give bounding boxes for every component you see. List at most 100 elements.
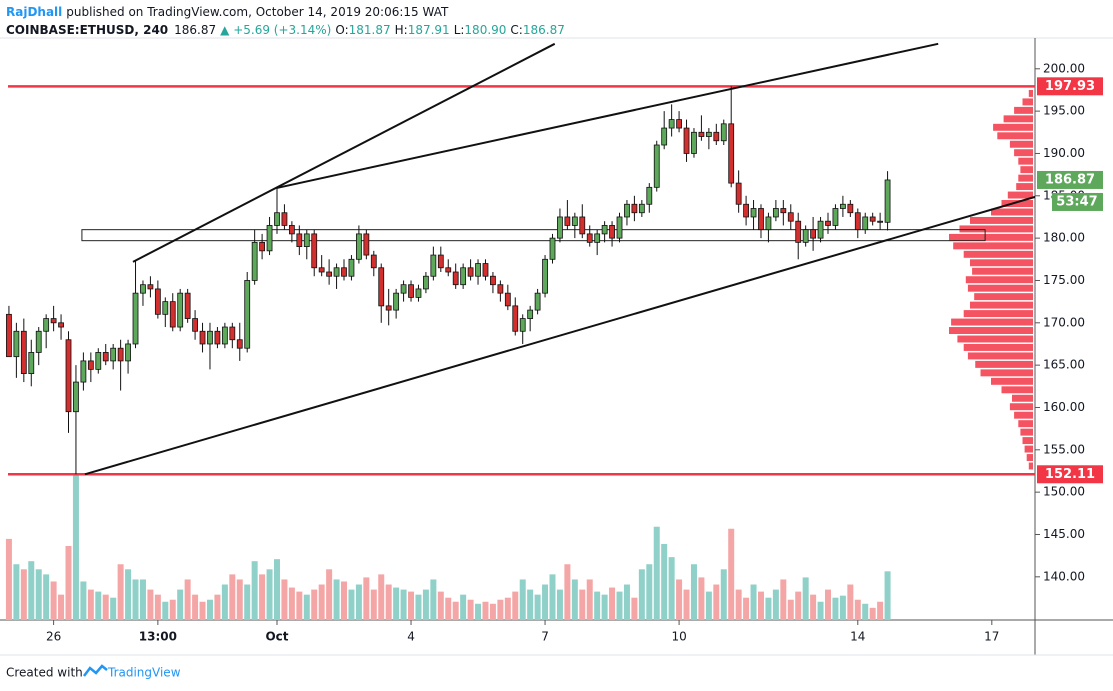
volume-bar bbox=[601, 594, 608, 620]
candle-body bbox=[326, 271, 333, 277]
candle-body bbox=[341, 267, 347, 277]
volume-bar bbox=[594, 591, 601, 620]
volume-bar bbox=[735, 589, 742, 620]
y-tick-label: 195.00 bbox=[1043, 104, 1085, 118]
candle-body bbox=[713, 131, 720, 142]
candle-body bbox=[348, 258, 355, 277]
volume-bar bbox=[579, 589, 586, 620]
y-tick-label: 140.00 bbox=[1043, 569, 1085, 583]
candle-body bbox=[251, 241, 258, 281]
candle-body bbox=[586, 233, 593, 243]
volume-profile-bar bbox=[993, 123, 1033, 131]
volume-bar bbox=[556, 589, 563, 620]
volume-bar bbox=[50, 581, 57, 620]
volume-bar bbox=[400, 589, 407, 620]
quote-line: COINBASE:ETHUSD, 240 186.87 ▲ +5.69 (+3.14… bbox=[6, 23, 565, 37]
volume-bar bbox=[460, 594, 467, 620]
candle-body bbox=[571, 216, 578, 226]
candle-body bbox=[832, 208, 839, 226]
candle-body bbox=[259, 241, 266, 252]
candle-body bbox=[437, 254, 444, 269]
candle-body bbox=[288, 225, 295, 235]
volume-profile-bar bbox=[1014, 106, 1033, 114]
volume-profile-bar bbox=[1009, 403, 1033, 411]
zone bbox=[81, 229, 986, 242]
level-badge: 197.93 bbox=[1045, 79, 1095, 94]
volume-bar bbox=[363, 577, 370, 620]
volume-bar bbox=[877, 601, 884, 620]
candle-body bbox=[95, 352, 102, 370]
x-tick-label: 14 bbox=[850, 630, 865, 644]
x-tick-label: 4 bbox=[407, 630, 415, 644]
candle-body bbox=[810, 229, 817, 239]
candle-body bbox=[281, 212, 288, 226]
candle-body bbox=[691, 131, 697, 154]
volume-bar bbox=[825, 589, 831, 620]
volume-bar bbox=[713, 584, 720, 620]
candle-body bbox=[35, 330, 42, 353]
volume-profile-bar bbox=[1018, 174, 1033, 182]
volume-bar bbox=[519, 579, 526, 620]
candle-body bbox=[750, 208, 757, 218]
candle-body bbox=[408, 284, 414, 298]
candle-body bbox=[311, 233, 318, 269]
volume-bar bbox=[750, 584, 757, 620]
volume-bar bbox=[653, 526, 660, 620]
volume-bar bbox=[638, 569, 645, 620]
volume-bar bbox=[854, 599, 861, 620]
volume-profile-bar bbox=[1020, 166, 1033, 174]
volume-bar bbox=[467, 599, 474, 620]
volume-bar bbox=[296, 591, 303, 620]
volume-bar bbox=[586, 579, 593, 620]
volume-bar bbox=[162, 601, 169, 620]
o: 181.87 bbox=[349, 23, 391, 37]
candle-body bbox=[385, 305, 392, 311]
candle-body bbox=[415, 288, 422, 298]
candle-body bbox=[214, 330, 221, 345]
c-label: C: bbox=[510, 23, 522, 37]
volume-bar bbox=[772, 589, 779, 620]
candle-body bbox=[13, 330, 20, 358]
volume-profile-bar bbox=[1003, 115, 1033, 123]
countdown: 53:47 bbox=[1056, 194, 1097, 209]
candle-body bbox=[735, 182, 742, 205]
volume-bar bbox=[631, 597, 638, 620]
level-badge-bg bbox=[1037, 77, 1103, 96]
volume-profile-bar bbox=[957, 335, 1033, 343]
volume-bar bbox=[378, 574, 385, 620]
volume-profile-bar bbox=[1014, 149, 1033, 157]
last: 186.87 bbox=[174, 23, 216, 37]
candle-body bbox=[65, 339, 72, 413]
candle-body bbox=[527, 309, 534, 319]
candle-body bbox=[490, 275, 496, 286]
candle-body bbox=[467, 267, 474, 277]
volume-bar bbox=[333, 579, 340, 620]
candle-body bbox=[460, 267, 467, 286]
volume-bar bbox=[780, 579, 787, 620]
volume-profile-bar bbox=[997, 132, 1033, 140]
o-label: O: bbox=[335, 23, 348, 37]
candle-body bbox=[162, 301, 169, 315]
volume-bar bbox=[311, 589, 318, 620]
volume-bar bbox=[728, 528, 735, 620]
candle-body bbox=[87, 360, 94, 370]
candle-body bbox=[140, 284, 146, 294]
volume-bar bbox=[445, 597, 452, 620]
candle-body bbox=[378, 267, 385, 307]
volume-profile-bar bbox=[975, 360, 1033, 368]
candle-body bbox=[877, 220, 884, 223]
y-tick-label: 175.00 bbox=[1043, 273, 1085, 287]
volume-bar bbox=[757, 591, 764, 620]
candle-body bbox=[50, 318, 57, 324]
candle-body bbox=[549, 237, 556, 260]
volume-bar bbox=[206, 599, 213, 620]
volume-bar bbox=[229, 574, 236, 620]
candle-body bbox=[400, 284, 407, 294]
volume-bar bbox=[504, 597, 511, 620]
volume-bar bbox=[527, 589, 534, 620]
candle-body bbox=[430, 254, 437, 277]
volume-bar bbox=[787, 599, 794, 620]
volume-bar bbox=[72, 474, 79, 620]
published: published on TradingView.com, October 14… bbox=[66, 5, 449, 19]
volume-profile-bar bbox=[1014, 411, 1033, 419]
